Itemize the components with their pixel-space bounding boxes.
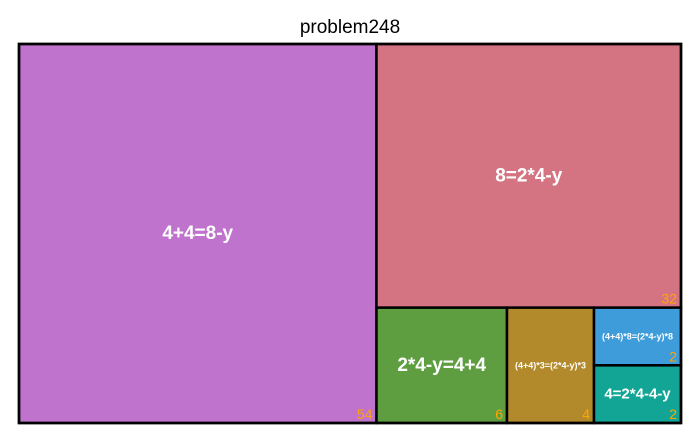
treemap-label-3: (4+4)*3=(2*4-y)*3 bbox=[515, 360, 586, 370]
treemap-border bbox=[17, 42, 683, 425]
treemap-label-0: 4+4=8-y bbox=[162, 223, 233, 244]
treemap-value-4: 2 bbox=[669, 348, 677, 364]
treemap-label-2: 2*4-y=4+4 bbox=[397, 355, 486, 376]
treemap-value-2: 6 bbox=[495, 406, 503, 422]
treemap-label-5: 4=2*4-4-y bbox=[604, 386, 671, 403]
treemap-value-3: 4 bbox=[582, 406, 590, 422]
treemap-value-1: 32 bbox=[661, 291, 677, 307]
treemap-value-0: 54 bbox=[357, 406, 373, 422]
treemap-value-5: 2 bbox=[669, 406, 677, 422]
treemap-label-1: 8=2*4-y bbox=[495, 165, 563, 186]
treemap-label-4: (4+4)*8=(2*4-y)*8 bbox=[602, 331, 673, 341]
treemap-tile-5 bbox=[592, 364, 683, 425]
chart-title: problem248 bbox=[299, 17, 401, 38]
